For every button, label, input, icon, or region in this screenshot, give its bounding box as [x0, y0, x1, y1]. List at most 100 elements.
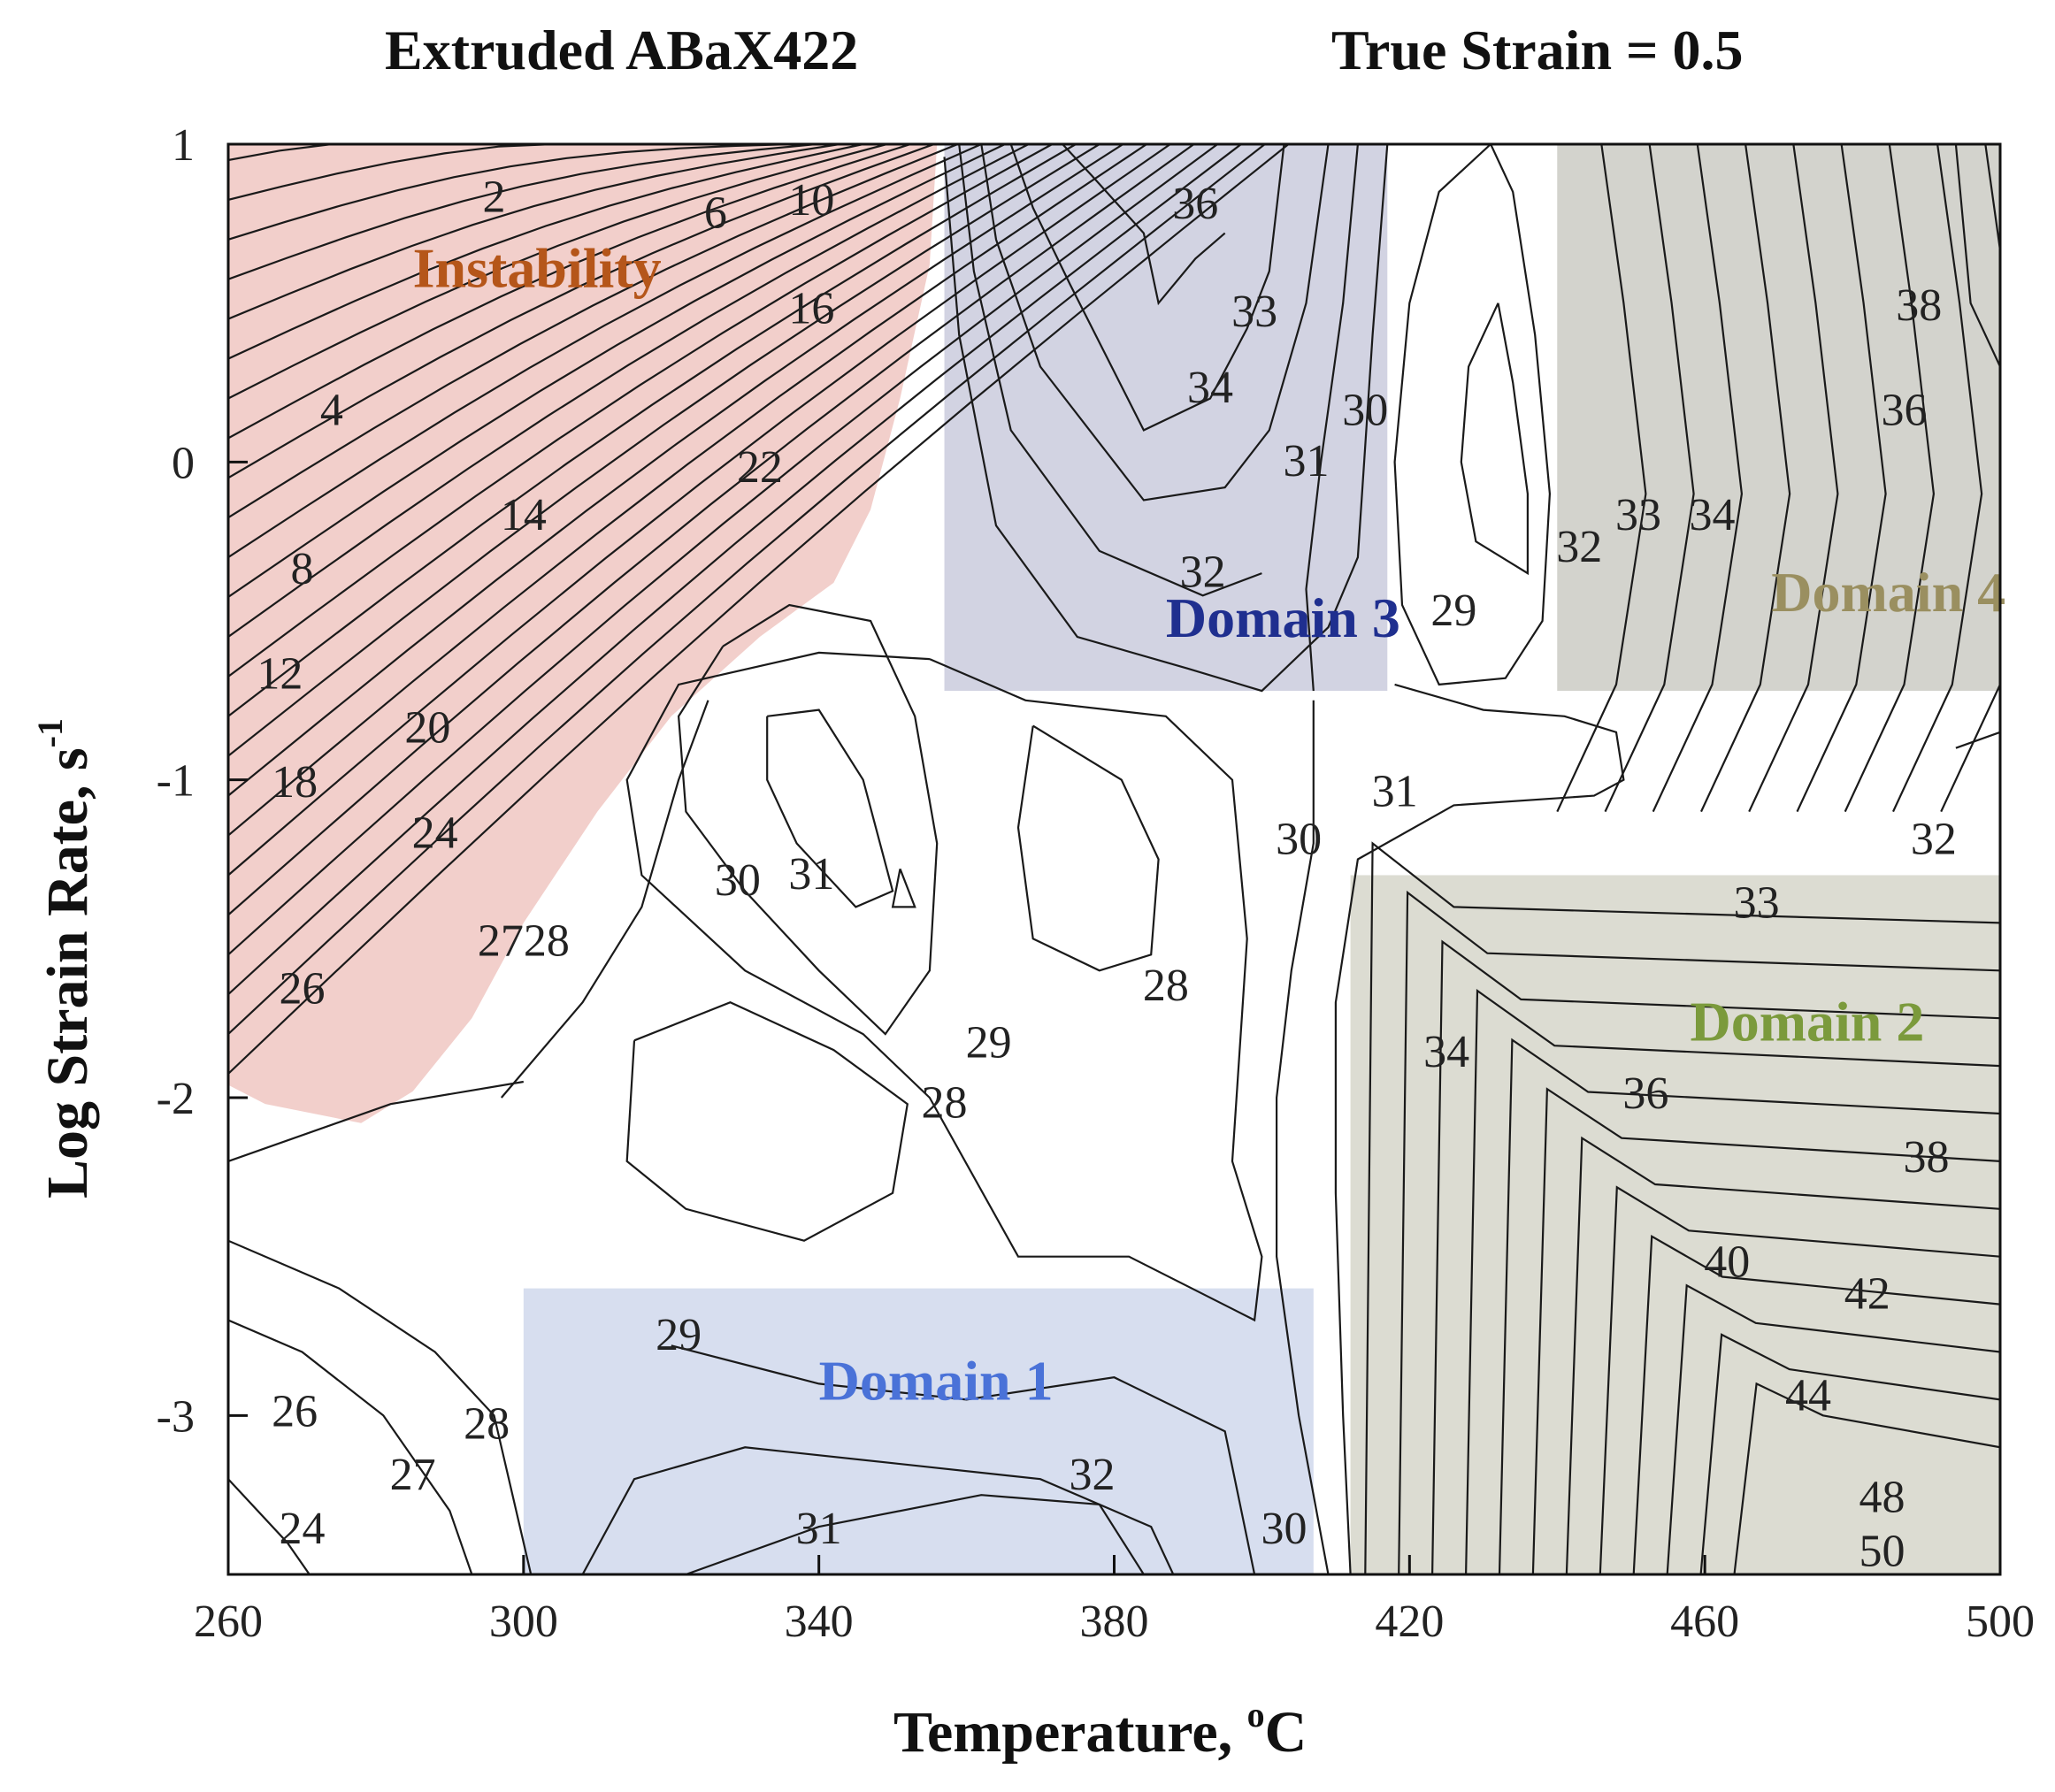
- x-tick-label: 500: [1966, 1597, 2035, 1647]
- contour-line-instability: [228, 144, 1006, 598]
- contour-label: 2: [482, 172, 505, 223]
- contour-label: 32: [1556, 522, 1602, 572]
- contour-line-domain4: [1796, 144, 1887, 813]
- y-tick-label: -1: [157, 756, 195, 807]
- contour-line-29-loop: [1393, 144, 1552, 686]
- contour-line-domain2: [1498, 1038, 2000, 1574]
- region-label-domain-2: Domain 2: [1690, 990, 1924, 1053]
- contour-lines: [228, 144, 2000, 1574]
- contour-line-domain4: [1604, 144, 1695, 813]
- contour-line-small-loop: [891, 868, 916, 908]
- contour-label: 10: [788, 175, 834, 226]
- contour-line-domain2: [1632, 1234, 2000, 1574]
- contour-line-instability: [228, 144, 1030, 638]
- contour-line-instability: [228, 144, 887, 400]
- contour-line-domain2: [1531, 1087, 2000, 1574]
- contour-label: 14: [501, 490, 547, 540]
- chart-subtitle: True Strain = 0.5: [1331, 19, 1744, 81]
- contour-line-domain2: [1599, 1185, 2000, 1574]
- contour-line-27-left: [228, 1080, 524, 1162]
- contour-label: 24: [279, 1504, 325, 1554]
- contour-line-instability: [228, 144, 1100, 757]
- contour-line-26-bottom: [228, 1478, 311, 1574]
- contour-line-domain2: [1666, 1283, 2000, 1574]
- contour-label: 28: [1143, 961, 1189, 1011]
- contour-label: 20: [404, 703, 450, 754]
- contour-label: 24: [412, 808, 458, 858]
- contour-line-31-central: [1334, 683, 1625, 1574]
- region-label-instability: Instability: [413, 237, 662, 300]
- contour-label: 44: [1785, 1370, 1831, 1421]
- contour-label: 28: [922, 1078, 968, 1129]
- contour-label: 40: [1704, 1237, 1750, 1287]
- contour-label: 4: [320, 385, 343, 435]
- contour-label: 48: [1859, 1472, 1905, 1522]
- region-domain-1: [523, 1288, 1314, 1574]
- contour-label: 16: [788, 283, 834, 333]
- x-tick-label: 420: [1375, 1597, 1444, 1647]
- x-axis-title-unit: C: [1265, 1700, 1307, 1765]
- contour-label: 42: [1844, 1268, 1890, 1319]
- y-tick-label: 0: [172, 438, 195, 488]
- contour-line-instability: [228, 144, 840, 320]
- contour-line-domain2: [1364, 841, 2000, 1574]
- contour-label: 31: [788, 849, 834, 900]
- contour-line-instability: [228, 144, 863, 360]
- contour-line-31-bottom: [581, 1446, 1175, 1574]
- regions-layer: [228, 144, 2000, 1574]
- contour-line-domain4: [1844, 144, 1936, 813]
- chart-title: Extruded ABaX422: [385, 19, 858, 81]
- x-tick-label: 380: [1080, 1597, 1149, 1647]
- contour-line-32-bottom: [686, 1494, 1145, 1574]
- contour-line-domain2: [1398, 890, 2000, 1574]
- contour-label: 6: [704, 188, 727, 239]
- contour-label: 32: [1911, 814, 1957, 864]
- x-axis-title: Temperature, oC: [893, 1695, 1307, 1765]
- contour-line-36: [1062, 144, 1226, 306]
- contour-line-instability: [228, 144, 769, 201]
- contour-line-30-loop: [677, 603, 939, 1036]
- contour-label: 31: [1372, 767, 1418, 817]
- contour-label: 31: [1283, 436, 1329, 486]
- contour-line-domain2: [1431, 939, 2000, 1574]
- contour-line-instability: [228, 144, 1242, 996]
- contour-line-instability: [228, 144, 817, 280]
- contour-line-31: [943, 144, 1389, 693]
- contour-line-instability: [228, 144, 746, 162]
- contour-line-29: [625, 651, 1263, 1322]
- contour-label: 34: [1187, 363, 1233, 413]
- contour-label: 38: [1904, 1132, 1950, 1183]
- contour-line-instability: [228, 144, 1218, 956]
- y-tick-label: 1: [172, 120, 195, 171]
- contour-label: 33: [1734, 877, 1780, 928]
- contour-label: 22: [737, 442, 783, 493]
- contour-line-domain2: [1699, 1333, 2000, 1574]
- contour-line-28b-loop: [625, 1001, 909, 1242]
- contour-label: 29: [966, 1017, 1012, 1068]
- contour-label: 36: [1172, 179, 1218, 229]
- y-axis-title-sup: -1: [30, 718, 70, 747]
- contour-label: 18: [272, 757, 318, 808]
- contour-line-domain2: [1565, 1136, 2000, 1574]
- region-label-domain-4: Domain 4: [1771, 561, 2005, 624]
- region-label-domain-3: Domain 3: [1166, 586, 1400, 649]
- contour-line-instability: [228, 144, 911, 440]
- contour-line-instability: [228, 144, 1290, 1075]
- contour-label: 50: [1859, 1526, 1905, 1576]
- contour-label: 34: [1423, 1027, 1469, 1077]
- y-axis-title: Log Strain Rate, s-1: [30, 718, 100, 1198]
- x-tick-label: 460: [1670, 1597, 1739, 1647]
- contour-label: 26: [279, 963, 325, 1014]
- contour-line-inner-loop: [1460, 302, 1529, 576]
- contour-label: 30: [1261, 1504, 1307, 1554]
- contour-label: 8: [290, 544, 313, 594]
- contour-line-instability: [228, 144, 1266, 1035]
- region-instability: [228, 144, 938, 1123]
- y-tick-label: -3: [157, 1391, 195, 1442]
- region-label-domain-1: Domain 1: [819, 1349, 1054, 1412]
- contour-line-domain4: [1748, 144, 1839, 813]
- contour-label: 12: [257, 649, 303, 700]
- contour-label: 33: [1615, 490, 1661, 540]
- contour-line-29-bottom: [671, 1344, 1256, 1574]
